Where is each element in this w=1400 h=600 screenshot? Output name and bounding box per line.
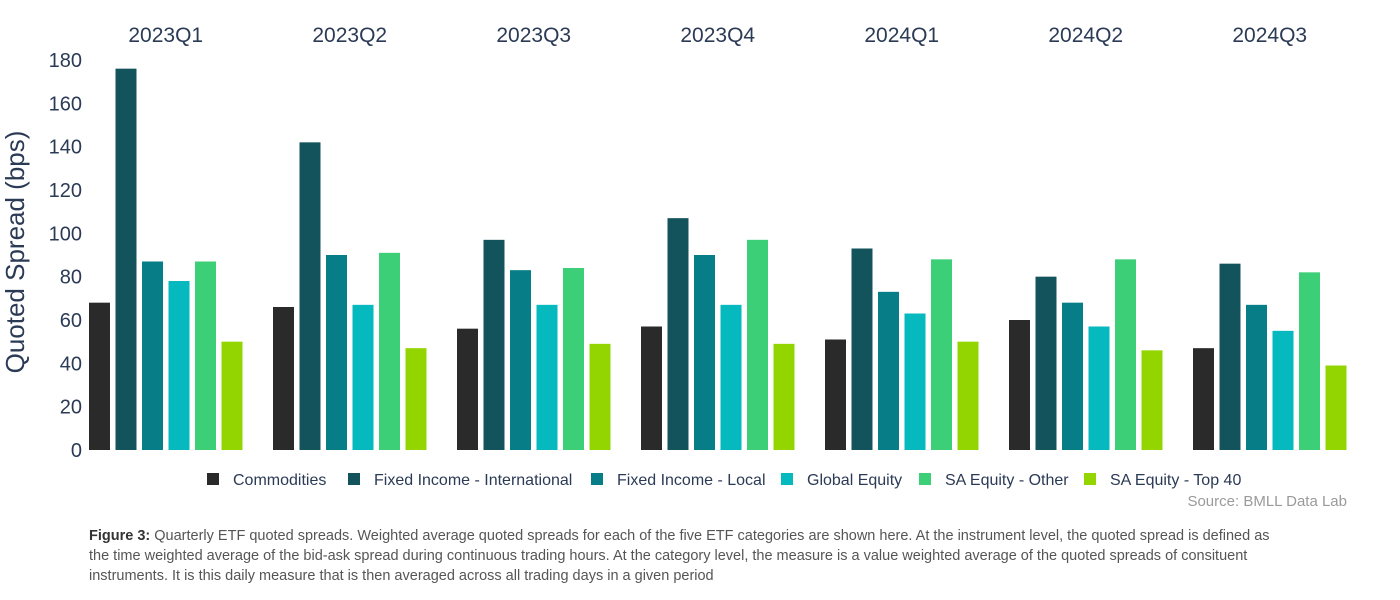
y-tick-label: 180 — [49, 50, 82, 72]
category-label: 2024Q3 — [1232, 24, 1307, 47]
bar — [931, 259, 952, 450]
bar — [641, 326, 662, 450]
bar — [589, 343, 611, 450]
bar — [483, 239, 505, 450]
category-label: 2023Q1 — [128, 24, 203, 47]
bar — [299, 142, 321, 451]
legend: Commodities Fixed Income - International F… — [207, 472, 1241, 489]
y-tick-label: 140 — [49, 137, 82, 159]
legend-swatch — [781, 473, 793, 485]
bar — [1009, 320, 1030, 450]
bar — [273, 307, 294, 450]
y-axis-label: Quoted Spread (bps) — [0, 131, 30, 374]
caption-text: Quarterly ETF quoted spreads. Weighted a… — [89, 528, 1270, 584]
source-note: Source: BMLL Data Lab — [1187, 493, 1347, 510]
figure-caption: Figure 3: Quarterly ETF quoted spreads. … — [89, 526, 1289, 586]
bar-chart: 2023Q1 2023Q2 2023Q3 2023Q4 2024Q1 2024Q2 2024… — [0, 24, 1347, 510]
bar — [352, 304, 374, 450]
legend-label: SA Equity - Top 40 — [1110, 472, 1241, 489]
y-tick-label: 160 — [49, 93, 82, 115]
category-labels: 2023Q1 2023Q2 2023Q3 2023Q4 2024Q1 2024Q2 2024… — [128, 24, 1307, 47]
bar — [1088, 326, 1110, 450]
category-label: 2023Q3 — [496, 24, 571, 47]
bar — [957, 341, 979, 450]
bar — [1062, 302, 1083, 450]
bar — [825, 339, 846, 450]
bar — [720, 304, 742, 450]
legend-label: Fixed Income - Local — [617, 472, 766, 489]
y-tick-label: 120 — [49, 180, 82, 202]
legend-label: Commodities — [233, 472, 326, 489]
bar — [851, 248, 873, 450]
bar — [667, 218, 689, 450]
legend-label: SA Equity - Other — [945, 472, 1069, 489]
bar — [115, 68, 137, 451]
bar — [1299, 272, 1320, 450]
y-tick-label: 0 — [71, 440, 82, 462]
bar — [89, 302, 110, 450]
bar — [221, 341, 243, 450]
bar — [1272, 330, 1294, 450]
bar — [1219, 263, 1241, 450]
bar — [379, 252, 400, 450]
legend-label: Global Equity — [807, 472, 902, 489]
category-label: 2024Q2 — [1048, 24, 1123, 47]
bar — [1193, 348, 1214, 450]
bar — [1115, 259, 1136, 450]
bar — [510, 270, 531, 450]
bar — [326, 255, 347, 450]
y-tick-label: 20 — [60, 397, 82, 419]
category-label: 2023Q2 — [312, 24, 387, 47]
bar — [1141, 350, 1163, 450]
bar — [195, 261, 216, 450]
legend-swatch — [591, 473, 603, 485]
bar — [563, 268, 584, 450]
bar — [168, 281, 190, 450]
legend-swatch — [919, 473, 931, 485]
bar — [1246, 304, 1267, 450]
bar — [694, 255, 715, 450]
y-tick-label: 100 — [49, 223, 82, 245]
bar — [457, 328, 478, 450]
caption-label: Figure 3: — [89, 528, 151, 544]
legend-label: Fixed Income - International — [374, 472, 572, 489]
bar — [142, 261, 163, 450]
category-label: 2023Q4 — [680, 24, 755, 47]
bar — [904, 313, 926, 450]
y-tick-label: 80 — [60, 267, 82, 289]
bar — [536, 304, 558, 450]
bar — [1325, 365, 1347, 450]
bar — [405, 348, 427, 450]
legend-swatch — [348, 473, 360, 485]
bar — [1035, 276, 1057, 450]
legend-swatch — [207, 473, 219, 485]
y-tick-label: 40 — [60, 353, 82, 375]
category-label: 2024Q1 — [864, 24, 939, 47]
bar — [878, 291, 899, 450]
y-tick-label: 60 — [60, 310, 82, 332]
legend-swatch — [1084, 473, 1096, 485]
y-axis-ticks: 0 20 40 60 80 100 120 140 160 180 — [49, 50, 82, 462]
bar — [773, 343, 795, 450]
bars — [89, 68, 1347, 451]
bar — [747, 239, 768, 450]
